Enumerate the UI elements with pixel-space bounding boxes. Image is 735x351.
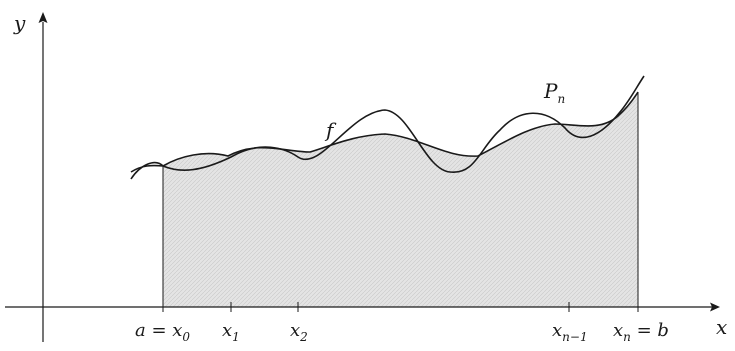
tick-label-x0-sub: 0	[182, 330, 190, 344]
curve-f-label: f	[324, 118, 337, 142]
tick-label-x2: x2	[290, 320, 308, 344]
tick-label-x1-main: x	[222, 320, 232, 341]
curve-p-n-label-sub: n	[557, 92, 565, 106]
tick-label-x1-sub: 1	[232, 330, 240, 344]
tick-label-xn-1: xn−1	[552, 320, 588, 344]
tick-label-x0: a = x0	[135, 320, 190, 344]
curve-p-n	[130, 91, 639, 173]
tick-label-xn: xn = b	[613, 320, 669, 344]
tick-label-xn-sub: n	[623, 330, 631, 344]
shaded-region	[163, 92, 638, 307]
axes	[5, 12, 720, 342]
curve-p-n-label: Pn	[543, 79, 565, 106]
tick-label-x1: x1	[222, 320, 240, 344]
y-axis-arrow	[38, 12, 48, 23]
tick-label-xn-main: x	[613, 320, 623, 341]
x-tick-marks	[162, 302, 639, 312]
tick-label-xn-1-sub: n−1	[562, 330, 587, 344]
x-axis-label: x	[716, 315, 727, 339]
curve-p-n-label-main: P	[543, 79, 558, 103]
curve-f	[130, 75, 645, 180]
x-axis-arrow	[710, 302, 720, 312]
tick-label-x2-main: x	[290, 320, 300, 341]
y-axis-label: y	[13, 11, 26, 35]
tick-label-x2-sub: 2	[299, 330, 308, 344]
tick-label-x0-main: a = x	[135, 320, 182, 341]
tick-label-xn-suffix: = b	[631, 320, 669, 341]
tick-label-xn-1-main: x	[552, 320, 562, 341]
